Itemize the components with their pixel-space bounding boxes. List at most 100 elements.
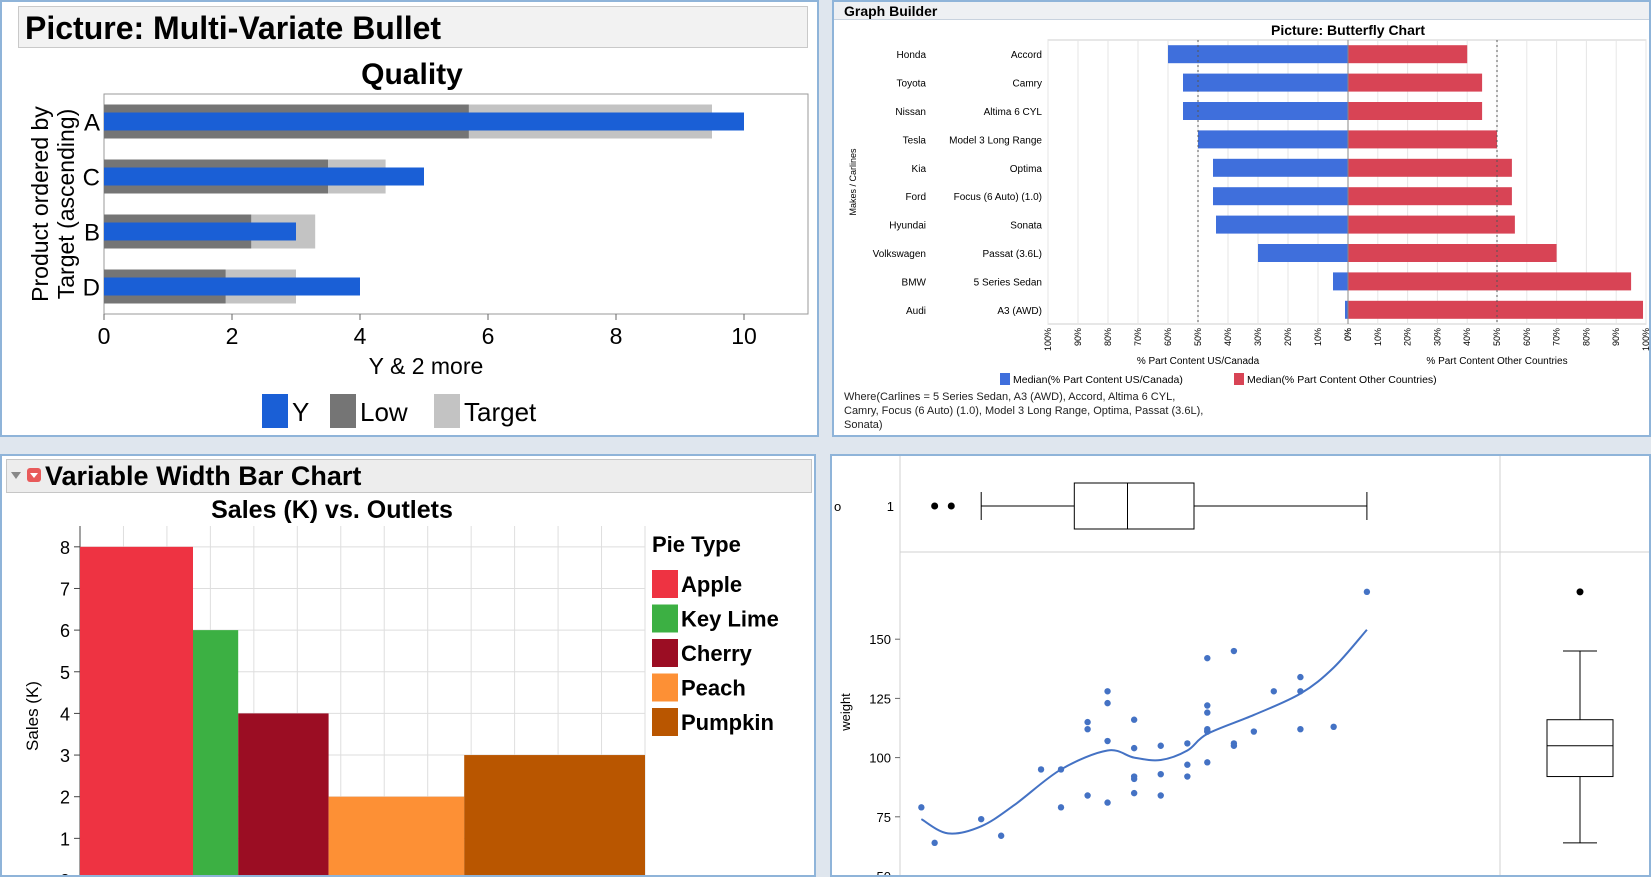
y-bar	[104, 167, 424, 186]
carline-label: Camry	[1013, 79, 1042, 90]
data-point	[1184, 761, 1191, 768]
top-box-label: 1	[887, 499, 894, 514]
make-label: Nissan	[895, 107, 926, 118]
category-label: C	[83, 165, 100, 192]
x-tick-label-left: 0%	[1343, 328, 1353, 341]
data-point	[1184, 773, 1191, 780]
data-point	[1157, 742, 1164, 749]
other-countries-bar	[1348, 73, 1483, 92]
x-tick-label-right: 60%	[1522, 328, 1532, 346]
disclosure-triangle-icon[interactable]	[11, 472, 21, 479]
carline-label: Optima	[1010, 164, 1043, 175]
x-tick-label-right: 50%	[1492, 328, 1502, 346]
x-tick-label: 2	[226, 323, 239, 349]
make-label: Hyundai	[889, 221, 926, 232]
chart-title: Sales (K) vs. Outlets	[211, 496, 453, 524]
y-bar	[104, 277, 360, 296]
data-point	[1330, 723, 1337, 731]
bullet-chart-panel: Picture: Multi-Variate Bullet Quality A C B…	[0, 0, 819, 437]
make-label: Toyota	[897, 79, 927, 90]
x-tick-label-left: 40%	[1223, 328, 1233, 346]
us-canada-bar	[1213, 187, 1348, 206]
y-tick-label: 3	[60, 746, 70, 766]
data-point	[1157, 792, 1164, 799]
y-axis-label-line1: Product ordered by	[27, 106, 53, 302]
x-tick-label-right: 70%	[1552, 328, 1562, 346]
y-tick-label: 5	[60, 663, 70, 683]
bullet-chart: Quality A C B D 0 2 4 6 8 10 Y & 2 more Product orde…	[27, 58, 809, 428]
bar	[238, 713, 329, 875]
legend-label: Y	[292, 397, 309, 427]
right-cut-label: 1	[1576, 873, 1583, 877]
x-tick-label: 8	[610, 323, 623, 349]
x-tick-label: 6	[482, 323, 495, 349]
data-point	[1204, 654, 1211, 662]
y-tick-label: 2	[60, 788, 70, 808]
other-countries-bar	[1348, 130, 1497, 149]
legend-label-left: Median(% Part Content US/Canada)	[1013, 374, 1183, 386]
y-tick-label: 50	[877, 869, 891, 877]
y-axis-label: weight	[838, 693, 853, 732]
x-tick-label-left: 50%	[1193, 328, 1203, 346]
legend-swatch	[652, 639, 678, 667]
data-point	[1130, 744, 1138, 752]
legend-label: Low	[360, 397, 408, 427]
legend-label: Target	[464, 397, 537, 427]
data-point	[1104, 737, 1111, 745]
x-tick-label-right: 100%	[1641, 328, 1651, 351]
y-tick-label: 125	[869, 691, 891, 706]
other-countries-bar	[1348, 272, 1632, 291]
legend-swatch-left	[1000, 373, 1010, 385]
x-tick-label-right: 90%	[1611, 328, 1621, 346]
data-point	[1204, 728, 1211, 735]
data-point	[1184, 740, 1191, 747]
make-label: Audi	[906, 306, 926, 317]
y-axis-label-line2: Target (ascending)	[53, 109, 79, 300]
x-tick-label-right: 80%	[1581, 328, 1591, 346]
bar	[193, 630, 239, 875]
make-label: Kia	[912, 164, 927, 175]
data-point	[1084, 792, 1091, 799]
carline-label: Altima 6 CYL	[984, 107, 1043, 118]
category-label: B	[84, 220, 100, 247]
other-countries-bar	[1348, 45, 1468, 64]
data-point	[1270, 688, 1277, 695]
x-tick-label-left: 100%	[1043, 328, 1053, 351]
other-countries-bar	[1348, 102, 1483, 120]
carline-label: Passat (3.6L)	[983, 249, 1042, 260]
data-point	[1297, 688, 1304, 695]
butterfly-chart-panel: Graph Builder Picture: Butterfly Chart Ho…	[832, 0, 1651, 437]
make-label: Ford	[905, 192, 926, 203]
data-point	[1230, 647, 1238, 655]
data-point	[918, 804, 925, 811]
x-tick-label-right: 0%	[1343, 328, 1353, 341]
legend-swatch	[652, 570, 678, 598]
x-tick-label: 0	[98, 323, 111, 349]
y-axis-label: Makes / Carlines	[848, 148, 858, 216]
us-canada-bar	[1258, 244, 1348, 262]
us-canada-bar	[1183, 102, 1348, 120]
data-point	[1297, 673, 1304, 681]
us-canada-bar	[1345, 300, 1348, 319]
us-canada-bar	[1333, 272, 1348, 291]
x-tick-label-right: 10%	[1373, 328, 1383, 346]
butterfly-chart: Picture: Butterfly Chart Honda Accord Toyot…	[848, 22, 1651, 386]
data-point	[1204, 709, 1211, 716]
carline-label: Model 3 Long Range	[949, 135, 1042, 146]
y-tick-label: 4	[60, 704, 70, 724]
red-triangle-menu-icon[interactable]	[27, 468, 41, 482]
data-point	[1104, 699, 1111, 707]
data-point	[1104, 688, 1111, 695]
other-countries-bar	[1348, 187, 1512, 206]
other-countries-bar	[1348, 300, 1644, 319]
data-point	[1204, 702, 1211, 709]
smoother-curve	[920, 629, 1368, 835]
top-outlier	[931, 502, 939, 510]
other-countries-bar	[1348, 244, 1557, 262]
top-cut-label: o	[834, 499, 841, 514]
legend-title: Pie Type	[652, 532, 741, 557]
report-header: Variable Width Bar Chart	[6, 459, 812, 493]
y-tick-label: 6	[60, 621, 70, 641]
make-label: Volkswagen	[873, 249, 926, 260]
x-tick-label-right: 30%	[1432, 328, 1442, 346]
